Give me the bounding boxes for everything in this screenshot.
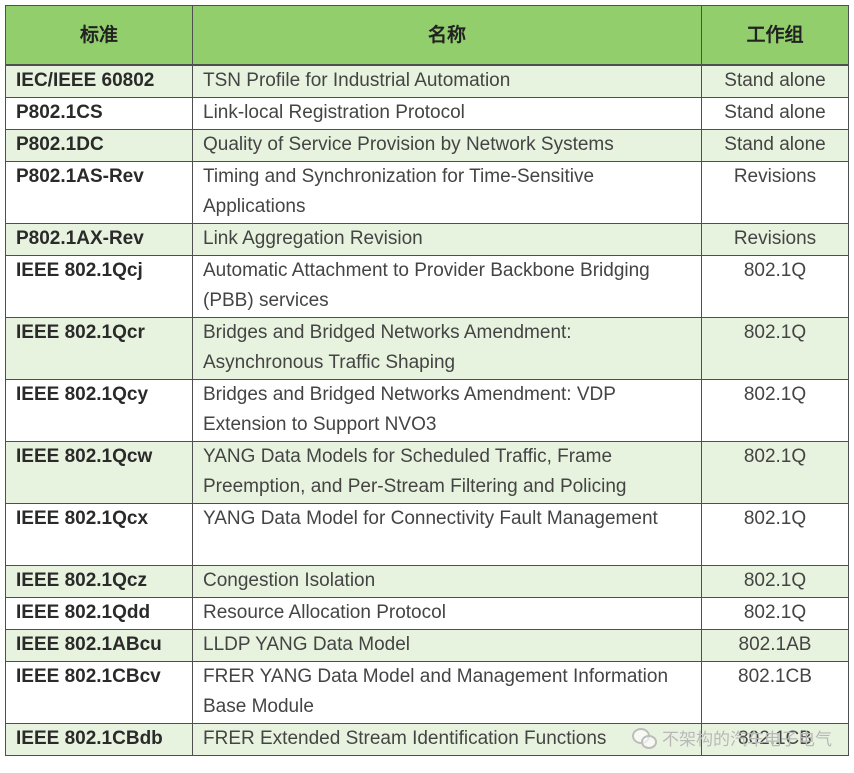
table-row: IEC/IEEE 60802 TSN Profile for Industria… [5, 65, 849, 98]
table-row: IEEE 802.1CBdb FRER Extended Stream Iden… [5, 723, 849, 756]
group-cell: Stand alone [701, 97, 849, 130]
table-row: IEEE 802.1Qdd Resource Allocation Protoc… [5, 597, 849, 630]
table-row: IEEE 802.1Qcz Congestion Isolation 802.1… [5, 565, 849, 598]
standards-table: 标准 名称 工作组 IEC/IEEE 60802 TSN Profile for… [5, 5, 849, 756]
table-row: IEEE 802.1Qcr Bridges and Bridged Networ… [5, 317, 849, 380]
standard-cell: IEEE 802.1CBdb [5, 723, 193, 756]
table-row: IEEE 802.1CBcv FRER YANG Data Model and … [5, 661, 849, 724]
name-cell: Automatic Attachment to Provider Backbon… [192, 255, 702, 318]
group-cell: 802.1Q [701, 503, 849, 566]
name-cell: YANG Data Models for Scheduled Traffic, … [192, 441, 702, 504]
standard-cell: IEEE 802.1Qcr [5, 317, 193, 380]
group-cell: 802.1Q [701, 597, 849, 630]
name-cell: YANG Data Model for Connectivity Fault M… [192, 503, 702, 566]
group-cell: 802.1Q [701, 255, 849, 318]
name-cell: Bridges and Bridged Networks Amendment: … [192, 317, 702, 380]
group-cell: 802.1Q [701, 379, 849, 442]
group-cell: 802.1Q [701, 317, 849, 380]
group-cell: 802.1CB [701, 723, 849, 756]
table-row: P802.1DC Quality of Service Provision by… [5, 129, 849, 162]
group-cell: 802.1Q [701, 441, 849, 504]
standard-cell: IEEE 802.1Qcy [5, 379, 193, 442]
standard-cell: P802.1CS [5, 97, 193, 130]
standard-cell: IEEE 802.1Qcx [5, 503, 193, 566]
column-header-name: 名称 [192, 5, 702, 65]
name-cell: Congestion Isolation [192, 565, 702, 598]
name-cell: Timing and Synchronization for Time-Sens… [192, 161, 702, 224]
standard-cell: IEEE 802.1Qdd [5, 597, 193, 630]
group-cell: Revisions [701, 161, 849, 224]
table-row: IEEE 802.1Qcw YANG Data Models for Sched… [5, 441, 849, 504]
column-header-standard: 标准 [5, 5, 193, 65]
group-cell: 802.1Q [701, 565, 849, 598]
standard-cell: IEC/IEEE 60802 [5, 65, 193, 98]
table-row: P802.1AS-Rev Timing and Synchronization … [5, 161, 849, 224]
table-row: IEEE 802.1Qcy Bridges and Bridged Networ… [5, 379, 849, 442]
table-row: IEEE 802.1ABcu LLDP YANG Data Model 802.… [5, 629, 849, 662]
table-row: IEEE 802.1Qcx YANG Data Model for Connec… [5, 503, 849, 566]
name-cell: TSN Profile for Industrial Automation [192, 65, 702, 98]
standard-cell: IEEE 802.1Qcz [5, 565, 193, 598]
name-cell: Quality of Service Provision by Network … [192, 129, 702, 162]
name-cell: FRER YANG Data Model and Management Info… [192, 661, 702, 724]
table-header-row: 标准 名称 工作组 [5, 5, 849, 65]
standard-cell: IEEE 802.1Qcj [5, 255, 193, 318]
group-cell: 802.1CB [701, 661, 849, 724]
group-cell: 802.1AB [701, 629, 849, 662]
table-row: IEEE 802.1Qcj Automatic Attachment to Pr… [5, 255, 849, 318]
table-row: P802.1AX-Rev Link Aggregation Revision R… [5, 223, 849, 256]
column-header-group: 工作组 [701, 5, 849, 65]
standard-cell: P802.1DC [5, 129, 193, 162]
name-cell: Bridges and Bridged Networks Amendment: … [192, 379, 702, 442]
standard-cell: IEEE 802.1CBcv [5, 661, 193, 724]
name-cell: Link Aggregation Revision [192, 223, 702, 256]
group-cell: Stand alone [701, 65, 849, 98]
table-row: P802.1CS Link-local Registration Protoco… [5, 97, 849, 130]
name-cell: Resource Allocation Protocol [192, 597, 702, 630]
standard-cell: P802.1AS-Rev [5, 161, 193, 224]
name-cell: FRER Extended Stream Identification Func… [192, 723, 702, 756]
standard-cell: P802.1AX-Rev [5, 223, 193, 256]
name-cell: Link-local Registration Protocol [192, 97, 702, 130]
standard-cell: IEEE 802.1ABcu [5, 629, 193, 662]
name-cell: LLDP YANG Data Model [192, 629, 702, 662]
group-cell: Revisions [701, 223, 849, 256]
group-cell: Stand alone [701, 129, 849, 162]
standard-cell: IEEE 802.1Qcw [5, 441, 193, 504]
